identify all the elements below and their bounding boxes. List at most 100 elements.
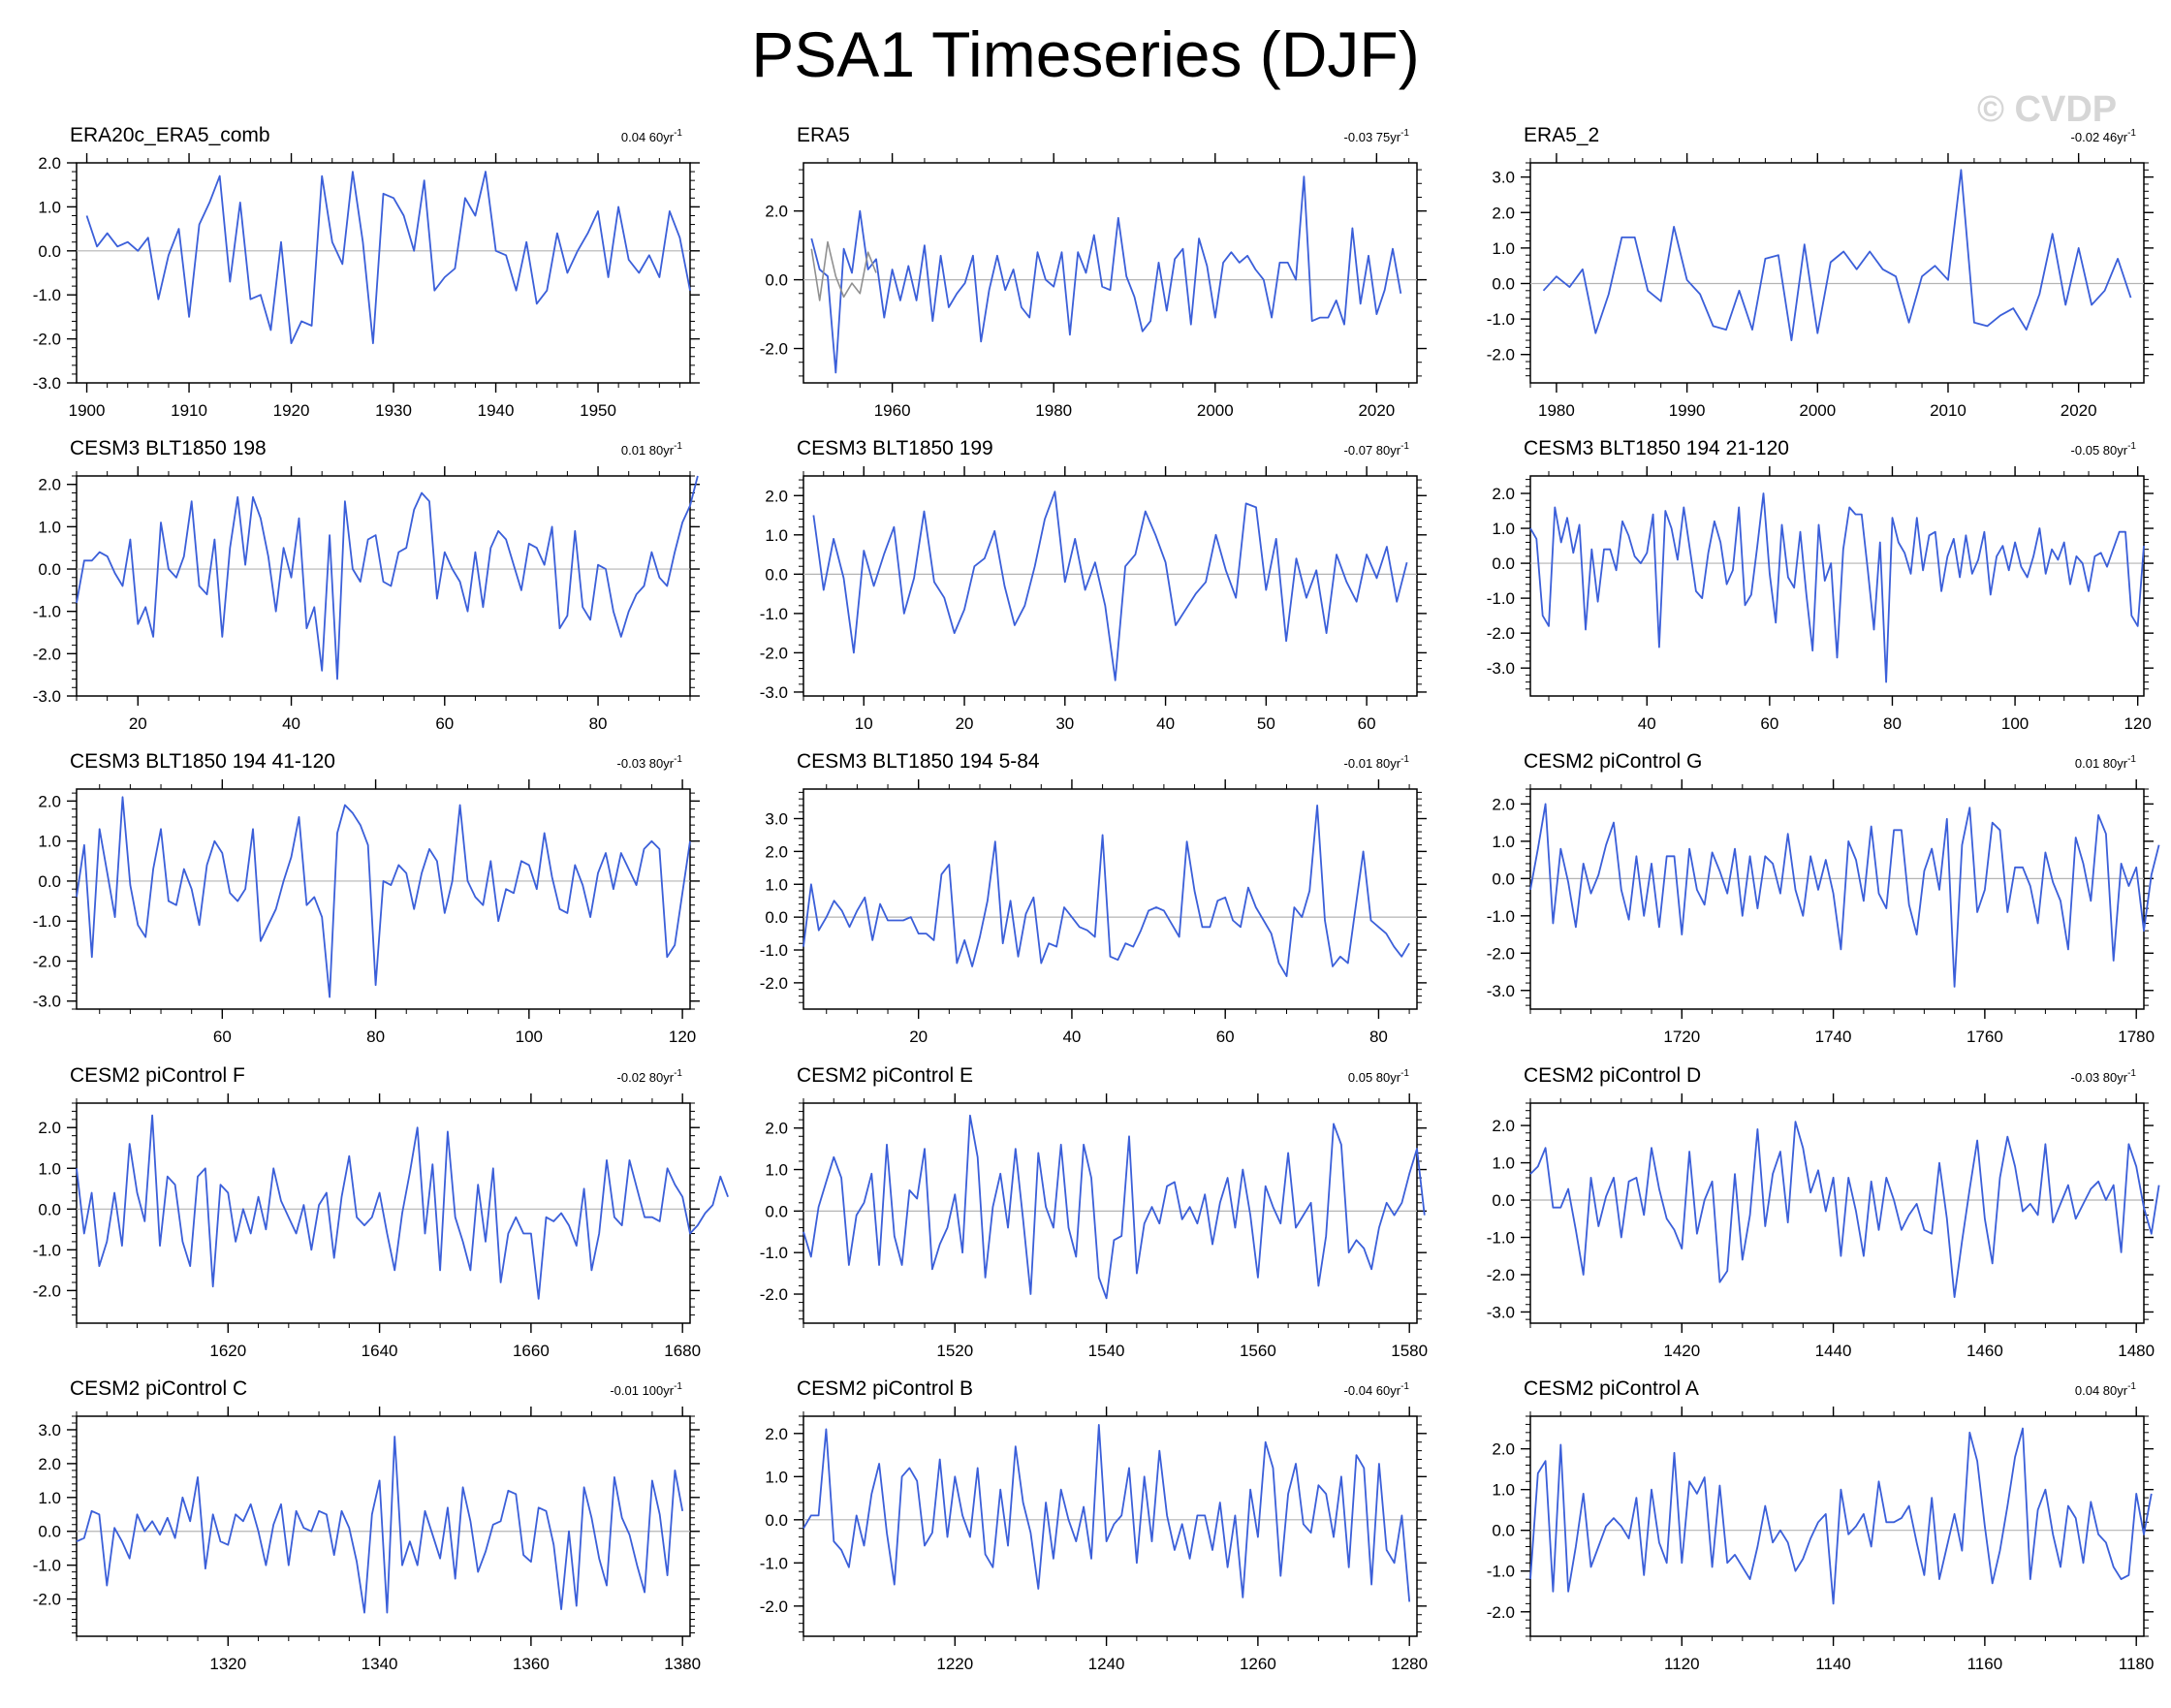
panel-title: CESM3 BLT1850 194 21-120 — [1524, 437, 1789, 459]
x-tick-label: 1930 — [375, 401, 412, 420]
panel-trend-label: 0.04 60yr-1 — [621, 128, 683, 144]
series-line — [802, 805, 1410, 977]
y-tick-label: -2.0 — [1487, 1603, 1515, 1622]
panel-title: CESM2 piControl G — [1524, 750, 1702, 773]
x-tick-label: 80 — [1369, 1028, 1388, 1046]
y-tick-label: 0.0 — [1492, 870, 1515, 888]
y-tick-label: 1.0 — [1492, 1154, 1515, 1173]
y-tick-label: 1.0 — [765, 1161, 788, 1180]
plot-frame — [802, 788, 1418, 1010]
plot-frame — [76, 162, 691, 384]
panel-title: ERA5 — [797, 124, 850, 146]
panel-trend-label: -0.01 100yr-1 — [610, 1381, 682, 1398]
series-line — [1529, 803, 2160, 988]
x-tick-label: 1580 — [1391, 1342, 1428, 1360]
x-tick-label: 30 — [1055, 714, 1074, 733]
plot-frame — [802, 1415, 1418, 1637]
plot-frame — [802, 1102, 1418, 1324]
y-tick-label: 2.0 — [38, 154, 61, 173]
y-tick-label: -1.0 — [33, 603, 61, 621]
chart-panel: -3.0 -2.0 -1.0 0.0 1.0 2.0 40 60 80 100 120 CESM3 B… — [1487, 437, 2154, 733]
chart-panel: -3.0 -2.0 -1.0 0.0 1.0 2.0 1720 1740 1760 1780 CES… — [1487, 750, 2160, 1046]
x-tick-label: 80 — [589, 714, 608, 733]
x-tick-label: 1260 — [1240, 1655, 1276, 1673]
y-tick-label: -2.0 — [1487, 944, 1515, 963]
series-line — [76, 475, 699, 680]
chart-panel: -2.0 -1.0 0.0 1.0 2.0 3.0 1980 1990 2000 2010 2020… — [1487, 124, 2154, 420]
y-tick-label: 1.0 — [1492, 520, 1515, 538]
x-tick-label: 120 — [669, 1028, 696, 1046]
x-tick-label: 1140 — [1815, 1655, 1851, 1673]
panel-trend-label: 0.01 80yr-1 — [2075, 754, 2137, 771]
cvdp-watermark: © CVDP — [1977, 89, 2118, 130]
x-tick-label: 1990 — [1669, 401, 1706, 420]
x-tick-label: 40 — [1062, 1028, 1081, 1046]
y-tick-label: 1.0 — [765, 526, 788, 545]
x-tick-label: 40 — [1156, 714, 1175, 733]
y-tick-label: 0.0 — [765, 565, 788, 584]
x-tick-label: 2000 — [1197, 401, 1234, 420]
series-line — [1529, 1121, 2160, 1298]
chart-panel: -2.0 -1.0 0.0 1.0 2.0 1620 1640 1660 1680 CESM2 p… — [33, 1064, 729, 1360]
panel-trend-label: -0.01 80yr-1 — [1344, 754, 1410, 771]
y-tick-label: 0.0 — [1492, 1191, 1515, 1210]
y-tick-label: -1.0 — [760, 605, 788, 623]
y-tick-label: 0.0 — [765, 908, 788, 927]
x-tick-label: 60 — [1358, 714, 1376, 733]
series-line — [812, 490, 1408, 681]
panel-title: CESM2 piControl D — [1524, 1064, 1701, 1087]
x-tick-label: 20 — [909, 1028, 928, 1046]
y-tick-label: 2.0 — [1492, 1117, 1515, 1135]
panel-trend-label: -0.05 80yr-1 — [2071, 441, 2137, 458]
x-tick-label: 60 — [1760, 714, 1778, 733]
y-tick-label: 2.0 — [1492, 485, 1515, 503]
series-line — [76, 1114, 729, 1300]
plot-frame — [76, 475, 691, 697]
series-line — [85, 171, 691, 345]
y-tick-label: 2.0 — [765, 203, 788, 221]
chart-panel: -3.0 -2.0 -1.0 0.0 1.0 2.0 20 40 60 80 CESM3 BLT18… — [33, 437, 700, 733]
panel-title: ERA5_2 — [1524, 124, 1599, 146]
x-tick-label: 1360 — [513, 1655, 550, 1673]
y-tick-label: -1.0 — [1487, 907, 1515, 926]
x-tick-label: 1160 — [1967, 1655, 2003, 1673]
x-tick-label: 1320 — [209, 1655, 246, 1673]
y-tick-label: -2.0 — [1487, 624, 1515, 643]
y-tick-label: 1.0 — [38, 518, 61, 536]
y-tick-label: -1.0 — [33, 286, 61, 304]
chart-panel: -2.0 -1.0 0.0 1.0 2.0 1120 1140 1160 1180 CESM2 p… — [1487, 1377, 2155, 1673]
x-tick-label: 1950 — [580, 401, 616, 420]
y-tick-label: -2.0 — [33, 645, 61, 663]
panel-trend-label: -0.03 75yr-1 — [1344, 128, 1410, 144]
y-tick-label: -2.0 — [760, 1597, 788, 1616]
x-tick-label: 1680 — [664, 1342, 701, 1360]
x-tick-label: 60 — [213, 1028, 232, 1046]
y-tick-label: 1.0 — [765, 1468, 788, 1486]
y-tick-label: -3.0 — [1487, 982, 1515, 1000]
y-tick-label: -2.0 — [760, 974, 788, 993]
series-line — [76, 1436, 684, 1614]
x-tick-label: 1660 — [513, 1342, 550, 1360]
y-tick-label: -2.0 — [33, 331, 61, 349]
x-tick-label: 1340 — [362, 1655, 398, 1673]
series-line — [1529, 1427, 2153, 1605]
page-title: PSA1 Timeseries (DJF) — [751, 18, 1420, 90]
y-tick-label: 1.0 — [1492, 239, 1515, 258]
x-tick-label: 20 — [956, 714, 974, 733]
panel-title: CESM2 piControl A — [1524, 1377, 1699, 1400]
x-tick-label: 1240 — [1088, 1655, 1125, 1673]
y-tick-label: 2.0 — [765, 487, 788, 505]
y-tick-label: 1.0 — [1492, 833, 1515, 851]
y-tick-label: 0.0 — [765, 271, 788, 290]
y-tick-label: -1.0 — [760, 1244, 788, 1262]
y-tick-label: -3.0 — [1487, 659, 1515, 678]
series-line — [802, 1424, 1411, 1602]
y-tick-label: 0.0 — [765, 1202, 788, 1220]
panel-trend-label: 0.01 80yr-1 — [621, 441, 683, 458]
plot-frame — [76, 1102, 691, 1324]
series-line — [76, 796, 691, 998]
y-tick-label: -1.0 — [1487, 589, 1515, 608]
y-tick-label: -1.0 — [1487, 310, 1515, 329]
chart-panel: -2.0 -1.0 0.0 1.0 2.0 3.0 20 40 60 80 CESM3 BLT185… — [760, 750, 1427, 1046]
y-tick-label: 2.0 — [38, 476, 61, 494]
